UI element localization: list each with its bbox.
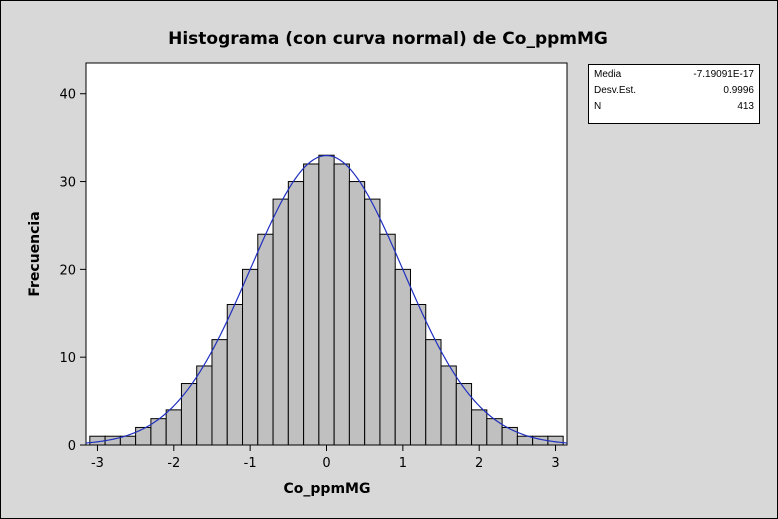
histogram-bar: [501, 426, 518, 446]
histogram-bar: [180, 383, 198, 446]
histogram-bar: [471, 409, 488, 446]
stat-value: -7.19091E-17: [693, 69, 754, 80]
stat-value: 0.9996: [723, 85, 754, 96]
chart-title: Histograma (con curva normal) de Co_ppmM…: [168, 29, 608, 49]
stat-label: N: [594, 101, 602, 112]
histogram-bar: [394, 268, 411, 446]
x-tick-label: -1: [244, 456, 257, 471]
x-axis-ticks: -3 -2 -1 0 1 2 3: [91, 445, 560, 471]
histogram-bar: [196, 365, 213, 446]
stats-box: Media -7.19091E-17 Desv.Est. 0.9996 N 41…: [588, 64, 760, 124]
histogram-bar: [226, 303, 244, 446]
histogram-bar: [211, 339, 228, 446]
y-tick-label: 30: [59, 176, 76, 191]
histogram-bar: [516, 435, 534, 446]
histogram-bar: [257, 233, 274, 446]
x-tick-label: 0: [322, 456, 330, 471]
histogram-bar: [119, 435, 137, 446]
histogram-bar: [287, 181, 305, 446]
normal-curve-group: [85, 154, 568, 444]
y-tick-label: 20: [59, 263, 76, 278]
stat-label: Media: [594, 69, 622, 80]
x-tick-label: 3: [551, 456, 559, 471]
y-axis-ticks: 0 10 20 30 40: [59, 88, 86, 454]
histogram-bar: [272, 198, 289, 446]
y-axis-label: Frecuencia: [27, 211, 43, 296]
bars-group: [89, 154, 564, 446]
histogram-bar: [318, 154, 335, 446]
x-axis-label: Co_ppmMG: [284, 481, 371, 497]
stat-value: 413: [737, 101, 754, 112]
stat-row-n: N 413: [594, 99, 754, 115]
histogram-bar: [425, 339, 442, 446]
histogram-bar: [242, 268, 259, 446]
histogram-bar: [364, 198, 381, 446]
histogram-bar: [379, 233, 396, 446]
x-tick-label: 1: [399, 456, 407, 471]
histogram-bar: [440, 365, 457, 446]
normal-curve-line: [85, 154, 568, 444]
y-tick-label: 40: [59, 88, 76, 103]
x-tick-label: -3: [91, 456, 104, 471]
histogram-bar: [303, 163, 320, 446]
histogram-bar: [135, 426, 152, 446]
x-tick-label: -2: [167, 456, 180, 471]
stat-row-mean: Media -7.19091E-17: [594, 67, 754, 83]
x-tick-label: 2: [475, 456, 483, 471]
histogram-bar: [333, 163, 350, 446]
stat-row-stdev: Desv.Est. 0.9996: [594, 83, 754, 99]
histogram-bar: [409, 303, 427, 446]
stat-label: Desv.Est.: [594, 85, 637, 96]
histogram-bar: [455, 383, 473, 446]
histogram-bar: [348, 181, 366, 446]
y-tick-label: 10: [59, 351, 76, 366]
histogram-bar: [165, 409, 182, 446]
y-tick-label: 0: [68, 439, 76, 454]
